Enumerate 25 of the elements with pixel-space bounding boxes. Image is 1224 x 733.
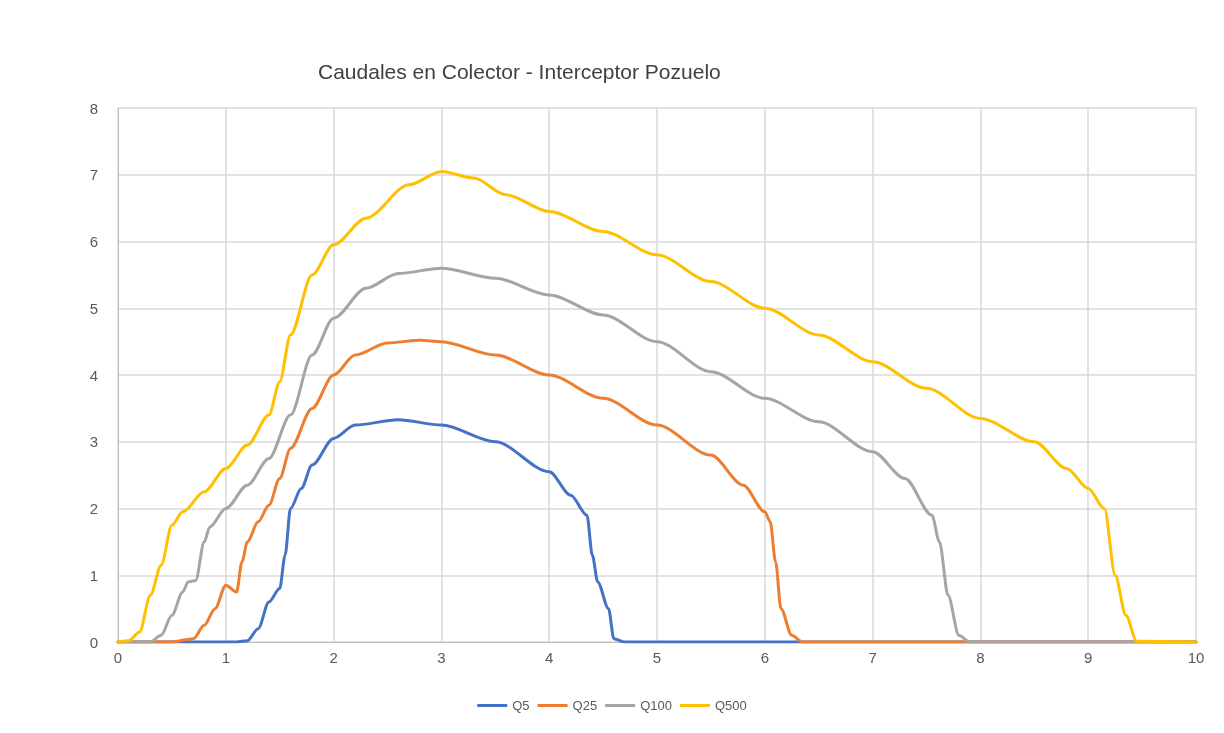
x-tick-label: 2 bbox=[329, 649, 338, 666]
y-tick-label: 0 bbox=[89, 633, 98, 651]
x-tick-label: 1 bbox=[221, 649, 230, 666]
y-tick-label: 4 bbox=[89, 366, 98, 384]
legend-label: Q100 bbox=[640, 698, 672, 713]
y-tick-label: 2 bbox=[89, 500, 98, 517]
x-tick-label: 3 bbox=[437, 649, 446, 666]
x-tick-label: 8 bbox=[976, 649, 985, 666]
y-tick-label: 8 bbox=[89, 99, 98, 117]
x-tick-label: 9 bbox=[1084, 649, 1093, 666]
x-tick-label: 4 bbox=[545, 649, 554, 666]
y-tick-label: 3 bbox=[89, 433, 98, 451]
y-tick-label: 1 bbox=[89, 566, 98, 584]
y-tick-label: 5 bbox=[89, 299, 98, 317]
legend-label: Q500 bbox=[714, 698, 747, 713]
y-tick-label: 6 bbox=[89, 233, 98, 250]
chart-title: Caudales en Colector - Interceptor Pozuelo bbox=[318, 60, 721, 83]
y-tick-label: 7 bbox=[89, 166, 98, 184]
legend-label: Q25 bbox=[572, 698, 598, 713]
x-tick-label: 6 bbox=[760, 649, 769, 666]
x-tick-label: 10 bbox=[1187, 649, 1205, 666]
x-tick-label: 7 bbox=[868, 649, 877, 666]
legend-label: Q5 bbox=[512, 698, 530, 713]
x-tick-label: 5 bbox=[652, 649, 662, 666]
x-tick-label: 0 bbox=[113, 649, 123, 666]
